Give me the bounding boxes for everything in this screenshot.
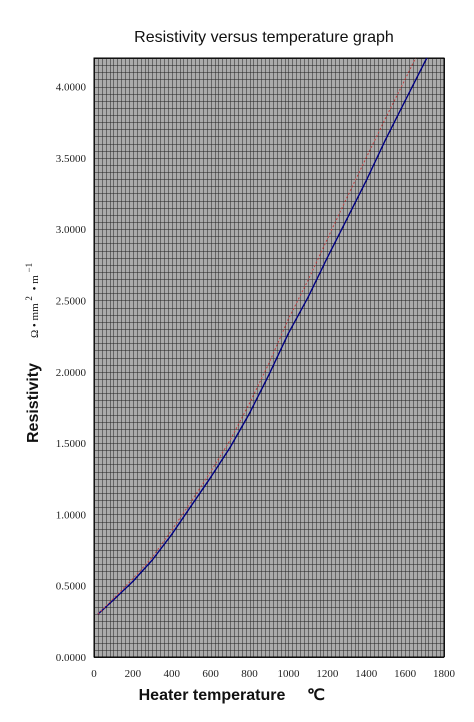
y-unit-sup1: 2 xyxy=(24,296,34,301)
y-tick-label: 4.0000 xyxy=(56,82,87,94)
x-tick-label: 1200 xyxy=(316,668,339,680)
y-unit-sup2: −1 xyxy=(24,263,34,273)
y-tick-label: 0.5000 xyxy=(56,581,87,593)
plot-border xyxy=(93,57,445,658)
y-tick-label: 1.5000 xyxy=(56,438,87,450)
series-line-2 xyxy=(97,58,417,615)
x-tick-label: 400 xyxy=(164,668,181,680)
series-line-1 xyxy=(97,58,428,615)
grid xyxy=(94,58,445,658)
x-tick-label: 1800 xyxy=(433,668,456,680)
x-axis-unit: ℃ xyxy=(307,687,325,704)
x-tick-label: 800 xyxy=(241,668,258,680)
y-tick-label: 3.0000 xyxy=(56,224,87,236)
y-axis-unit-group: Ω • mm 2 • m −1 xyxy=(23,263,41,338)
y-axis-unit: Ω • mm 2 • m −1 xyxy=(23,263,41,338)
x-tick-label: 600 xyxy=(202,668,219,680)
y-axis-title-group: Resistivity xyxy=(25,363,42,443)
y-tick-label: 2.0000 xyxy=(56,367,87,379)
x-tick-label: 0 xyxy=(91,668,97,680)
chart-title: Resistivity versus temperature graph xyxy=(134,29,394,46)
x-tick-label: 1400 xyxy=(355,668,378,680)
plot-area xyxy=(93,57,445,658)
y-tick-label: 2.5000 xyxy=(56,295,87,307)
y-tick-label: 3.5000 xyxy=(56,153,87,165)
x-tick-label: 1600 xyxy=(394,668,417,680)
tick-labels: 0 200 400 600 800 1000 1200 1400 1600 1800 0.0000 0… xyxy=(56,82,456,680)
y-unit-mid: • m xyxy=(29,275,41,291)
y-tick-label: 1.0000 xyxy=(56,509,87,521)
x-axis-label: Heater temperature xyxy=(139,687,286,704)
x-tick-label: 1000 xyxy=(277,668,300,680)
y-tick-label: 0.0000 xyxy=(56,652,87,664)
y-unit-prefix: Ω • mm xyxy=(29,303,41,338)
series-layer xyxy=(97,58,428,615)
x-tick-label: 200 xyxy=(125,668,142,680)
y-axis-label: Resistivity xyxy=(25,363,42,443)
